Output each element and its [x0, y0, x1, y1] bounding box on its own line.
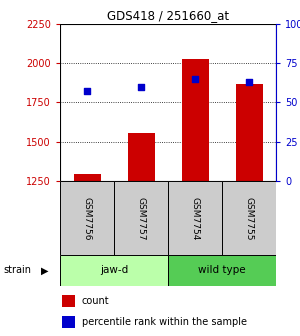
Bar — [114, 181, 168, 255]
Text: ▶: ▶ — [40, 265, 48, 276]
Point — [139, 84, 143, 89]
Bar — [62, 316, 75, 328]
Bar — [74, 174, 100, 181]
Point — [247, 79, 251, 85]
Title: GDS418 / 251660_at: GDS418 / 251660_at — [107, 9, 229, 23]
Bar — [60, 181, 114, 255]
Bar — [182, 59, 208, 181]
Bar — [222, 181, 276, 255]
Bar — [62, 295, 75, 307]
Text: percentile rank within the sample: percentile rank within the sample — [82, 317, 247, 327]
Bar — [128, 133, 154, 181]
Text: jaw-d: jaw-d — [100, 265, 128, 276]
Text: GSM7754: GSM7754 — [190, 197, 200, 240]
Point — [193, 76, 197, 82]
Point — [85, 89, 89, 94]
Text: GSM7757: GSM7757 — [136, 197, 146, 240]
Bar — [168, 181, 222, 255]
Text: count: count — [82, 296, 109, 306]
Bar — [60, 255, 168, 286]
Text: GSM7755: GSM7755 — [244, 197, 253, 240]
Text: strain: strain — [3, 265, 31, 276]
Text: GSM7756: GSM7756 — [82, 197, 91, 240]
Text: wild type: wild type — [198, 265, 246, 276]
Bar — [60, 24, 276, 181]
Bar — [236, 84, 262, 181]
Bar — [168, 255, 276, 286]
